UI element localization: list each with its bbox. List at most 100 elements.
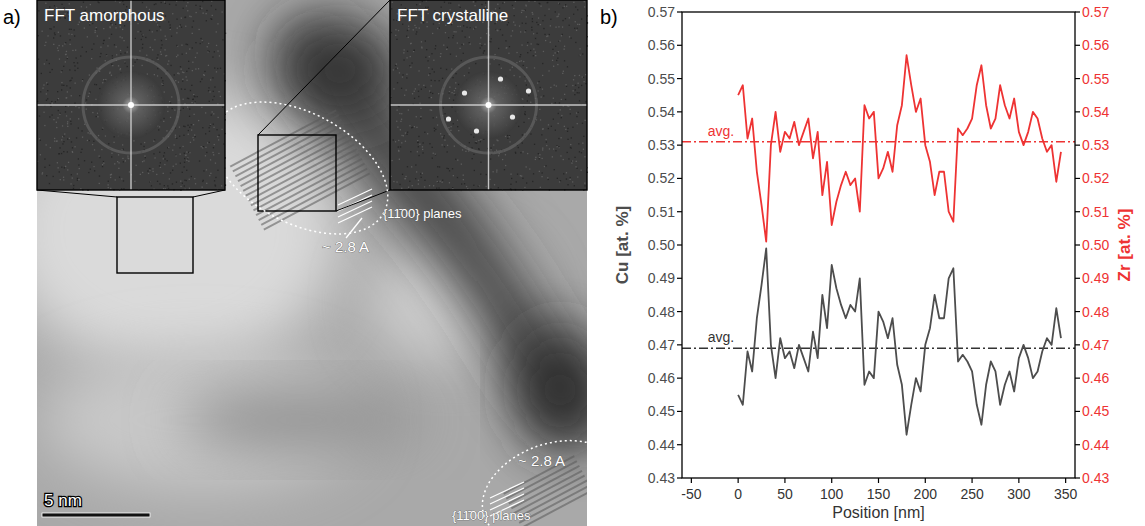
fft-noise (446, 69, 447, 70)
fft-noise (561, 35, 562, 36)
fft-noise (222, 107, 223, 108)
fft-noise (558, 16, 559, 17)
fft-noise (429, 73, 430, 74)
fft-noise (157, 181, 158, 182)
fft-noise (558, 26, 559, 27)
fft-noise (190, 16, 191, 17)
fft-noise (480, 162, 481, 163)
y-tick-label: 0.54 (648, 104, 675, 120)
fft-noise (186, 53, 187, 54)
fft-noise (576, 112, 577, 113)
fft-noise (530, 50, 531, 51)
fft-noise (422, 149, 423, 150)
fft-noise (202, 147, 203, 148)
fft-noise (399, 184, 400, 185)
fft-noise (76, 137, 77, 138)
fft-noise (475, 63, 476, 64)
fft-noise (584, 156, 585, 157)
fft-noise (77, 68, 78, 69)
fft-noise (211, 19, 212, 20)
fft-noise (120, 26, 121, 27)
fft-noise (553, 55, 554, 56)
fft-noise (78, 164, 79, 165)
fft-noise (50, 147, 51, 148)
fft-noise (550, 87, 551, 88)
y-axis-title: Cu [at. %] (613, 206, 632, 284)
fft-noise (579, 55, 580, 56)
fft-noise (50, 106, 51, 107)
fft-noise (96, 84, 97, 85)
fft-noise (192, 33, 193, 34)
fft-noise (46, 175, 47, 176)
fft-noise (187, 107, 188, 108)
fft-noise (84, 28, 85, 29)
fft-noise (583, 149, 584, 150)
fft-noise (152, 49, 153, 50)
fft-noise (391, 8, 392, 9)
fft-noise (569, 17, 570, 18)
fft-noise (542, 148, 543, 149)
fft-noise (541, 96, 542, 97)
fft-noise (74, 70, 75, 71)
fft-noise (100, 47, 101, 48)
fft-noise (514, 15, 515, 16)
fft-noise (38, 35, 39, 36)
fft-noise (579, 75, 580, 76)
y2-tick (1075, 78, 1080, 79)
fft-noise (436, 188, 437, 189)
fft-noise (451, 107, 452, 108)
fft-noise (215, 185, 216, 186)
fft-noise (520, 152, 521, 153)
fft-noise (568, 158, 569, 159)
fft-noise (453, 123, 454, 124)
fft-noise (453, 100, 454, 101)
fft-noise (178, 73, 179, 74)
fft-noise (411, 62, 412, 63)
dark-region (180, 390, 420, 450)
fft-noise (425, 87, 426, 88)
fft-noise (401, 113, 402, 114)
fft-noise (582, 143, 583, 144)
fft-noise (553, 98, 554, 99)
fft-noise (413, 29, 414, 30)
fft-noise (67, 169, 68, 170)
fft-noise (579, 48, 580, 49)
fft-noise (458, 84, 459, 85)
fft-noise (63, 136, 64, 137)
fft-noise (202, 1, 203, 2)
fft-noise (68, 162, 69, 163)
fft-noise (60, 35, 61, 36)
fft-noise (447, 151, 448, 152)
fft-noise (192, 70, 193, 71)
fft-noise (71, 77, 72, 78)
fft-noise (542, 172, 543, 173)
fringe (264, 173, 370, 229)
fft-noise (419, 103, 420, 104)
fft-noise (154, 4, 155, 5)
fft-noise (426, 49, 427, 50)
fft-noise (194, 178, 195, 179)
fft-noise (538, 44, 539, 45)
fft-noise (406, 57, 407, 58)
y2-tick-label: 0.43 (1082, 470, 1109, 486)
fft-noise (444, 140, 445, 141)
fft-noise (164, 158, 165, 159)
spacing-label: ~ 2.8 A (518, 452, 565, 469)
fft-noise (49, 183, 50, 184)
fft-noise (404, 95, 405, 96)
x-tick-label: 50 (777, 486, 793, 502)
fft-noise (41, 73, 42, 74)
fft-noise (184, 180, 185, 181)
fft-noise (555, 102, 556, 103)
fft-noise (56, 141, 57, 142)
fft-noise (581, 18, 582, 19)
fft-noise (161, 47, 162, 48)
fft-noise (463, 175, 464, 176)
fft-noise (208, 43, 209, 44)
fft-noise (559, 3, 560, 4)
fft-noise (40, 91, 41, 92)
fft-noise (567, 131, 568, 132)
fft-noise (393, 139, 394, 140)
series-line (738, 55, 1061, 241)
fft-noise (457, 160, 458, 161)
